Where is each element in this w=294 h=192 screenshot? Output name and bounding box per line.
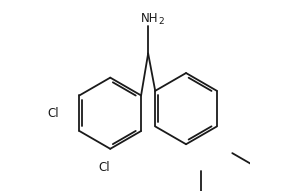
Text: NH: NH — [141, 12, 158, 25]
Text: Cl: Cl — [99, 161, 110, 175]
Text: 2: 2 — [158, 17, 164, 26]
Text: Cl: Cl — [47, 107, 59, 120]
